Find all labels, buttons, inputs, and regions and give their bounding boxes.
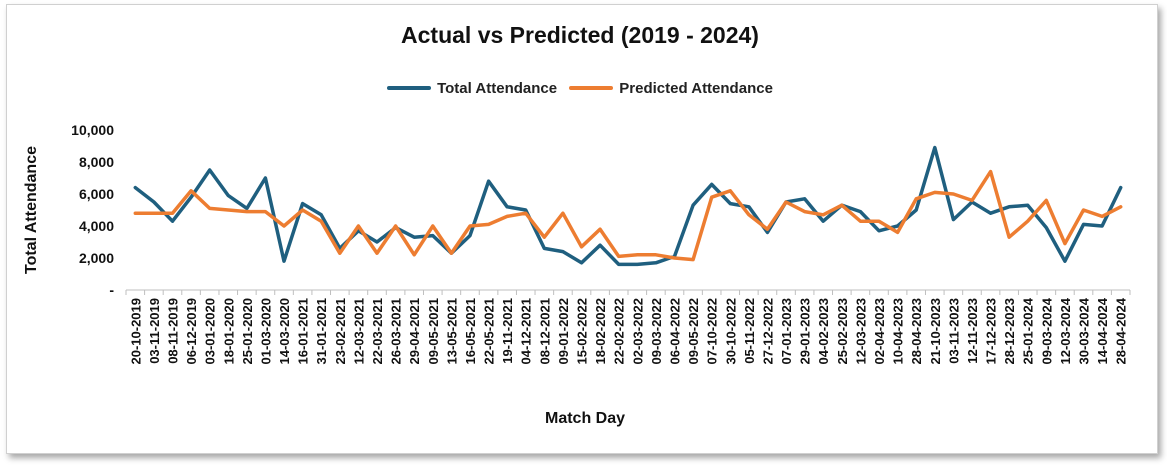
x-tick-label: 16-05-2021 — [463, 298, 478, 365]
x-tick-label: 07-01-2023 — [779, 298, 794, 365]
x-tick-label: 04-12-2021 — [519, 298, 534, 365]
x-tick-label: 05-11-2022 — [742, 298, 757, 364]
x-tick-label: 09-01-2022 — [556, 298, 571, 365]
x-tick-label: 02-04-2023 — [872, 298, 887, 365]
x-tick-label: 21-10-2023 — [928, 298, 943, 365]
chart-title: Actual vs Predicted (2019 - 2024) — [401, 22, 759, 48]
x-tick-label: 22-05-2021 — [482, 298, 497, 365]
chart-frame — [6, 4, 1158, 454]
x-tick-label: 28-04-2023 — [909, 298, 924, 365]
x-tick-label: 25-01-2024 — [1021, 297, 1036, 364]
x-tick-label: 28-12-2023 — [1002, 298, 1017, 365]
x-tick-label: 09-05-2022 — [686, 298, 701, 365]
x-tick-label: 06-12-2019 — [184, 298, 199, 365]
chart-legend: Total Attendance Predicted Attendance — [0, 77, 1160, 97]
legend-item-predicted-attendance: Predicted Attendance — [569, 80, 773, 97]
series-line-total-attendance — [133, 145, 1123, 267]
x-tick-label: 12-11-2023 — [965, 298, 980, 364]
legend-item-total-attendance: Total Attendance — [387, 80, 557, 97]
x-tick-label: 09-05-2021 — [426, 298, 441, 365]
y-tick-label: 4,000 — [79, 218, 114, 234]
x-tick-label: 14-03-2020 — [277, 298, 292, 365]
legend-label-predicted: Predicted Attendance — [619, 79, 773, 97]
x-tick-label: 29-01-2023 — [798, 298, 813, 365]
x-tick-label: 23-02-2021 — [333, 298, 348, 365]
x-tick-label: 17-12-2023 — [984, 298, 999, 365]
x-tick-label: 19-11-2021 — [500, 298, 515, 364]
x-tick-label: 29-04-2021 — [407, 298, 422, 365]
y-tick-label: 8,000 — [79, 154, 114, 170]
x-tick-label: 08-11-2019 — [165, 298, 180, 364]
x-tick-label: 12-03-2023 — [853, 298, 868, 365]
x-tick-label: 26-03-2021 — [389, 298, 404, 365]
x-tick-label: 30-03-2024 — [1077, 297, 1092, 364]
x-tick-label: 22-03-2021 — [370, 298, 385, 365]
x-tick-label: 01-03-2020 — [258, 298, 273, 365]
x-tick-label: 18-01-2020 — [221, 298, 236, 365]
x-tick-label: 04-02-2023 — [816, 298, 831, 365]
x-tick-label: 02-03-2022 — [630, 298, 645, 365]
x-tick-label: 06-04-2022 — [667, 298, 682, 365]
x-tick-label: 10-04-2023 — [891, 298, 906, 365]
x-tick-label: 16-01-2021 — [296, 298, 311, 365]
y-tick-label: 10,000 — [71, 122, 114, 138]
x-tick-label: 03-11-2023 — [946, 298, 961, 364]
x-tick-label: 07-10-2022 — [705, 298, 720, 365]
x-tick-label: 30-10-2022 — [723, 298, 738, 365]
x-tick-label: 14-04-2024 — [1095, 297, 1110, 364]
legend-swatch-total — [387, 86, 432, 90]
x-tick-label: 03-11-2019 — [147, 298, 162, 364]
x-tick-label: 09-03-2024 — [1039, 297, 1054, 364]
x-tick-label: 18-02-2022 — [593, 298, 608, 365]
x-tick-label: 20-10-2019 — [128, 298, 143, 365]
x-tick-label: 13-05-2021 — [444, 298, 459, 365]
y-tick-label: 2,000 — [79, 250, 114, 266]
legend-label-total: Total Attendance — [437, 79, 558, 97]
x-tick-label: 12-03-2024 — [1058, 297, 1073, 364]
x-tick-label: 31-01-2021 — [314, 298, 329, 365]
y-tick-label: 6,000 — [79, 186, 114, 202]
y-tick-label: - — [109, 282, 114, 298]
x-axis-label: Match Day — [544, 410, 626, 427]
x-tick-label: 25-02-2023 — [835, 298, 850, 365]
series-line-predicted-attendance — [133, 169, 1123, 262]
x-tick-label: 28-04-2024 — [1114, 297, 1129, 364]
x-tick-label: 09-03-2022 — [649, 298, 664, 365]
x-tick-label: 15-02-2022 — [575, 298, 590, 365]
x-tick-label: 22-02-2022 — [612, 298, 627, 365]
legend-swatch-predicted — [569, 86, 614, 90]
x-tick-label: 25-01-2020 — [240, 298, 255, 365]
x-tick-label: 03-01-2020 — [203, 298, 218, 365]
x-tick-label: 08-12-2021 — [537, 298, 552, 365]
x-tick-label: 12-03-2021 — [351, 298, 366, 365]
x-tick-label: 27-12-2022 — [760, 298, 775, 365]
